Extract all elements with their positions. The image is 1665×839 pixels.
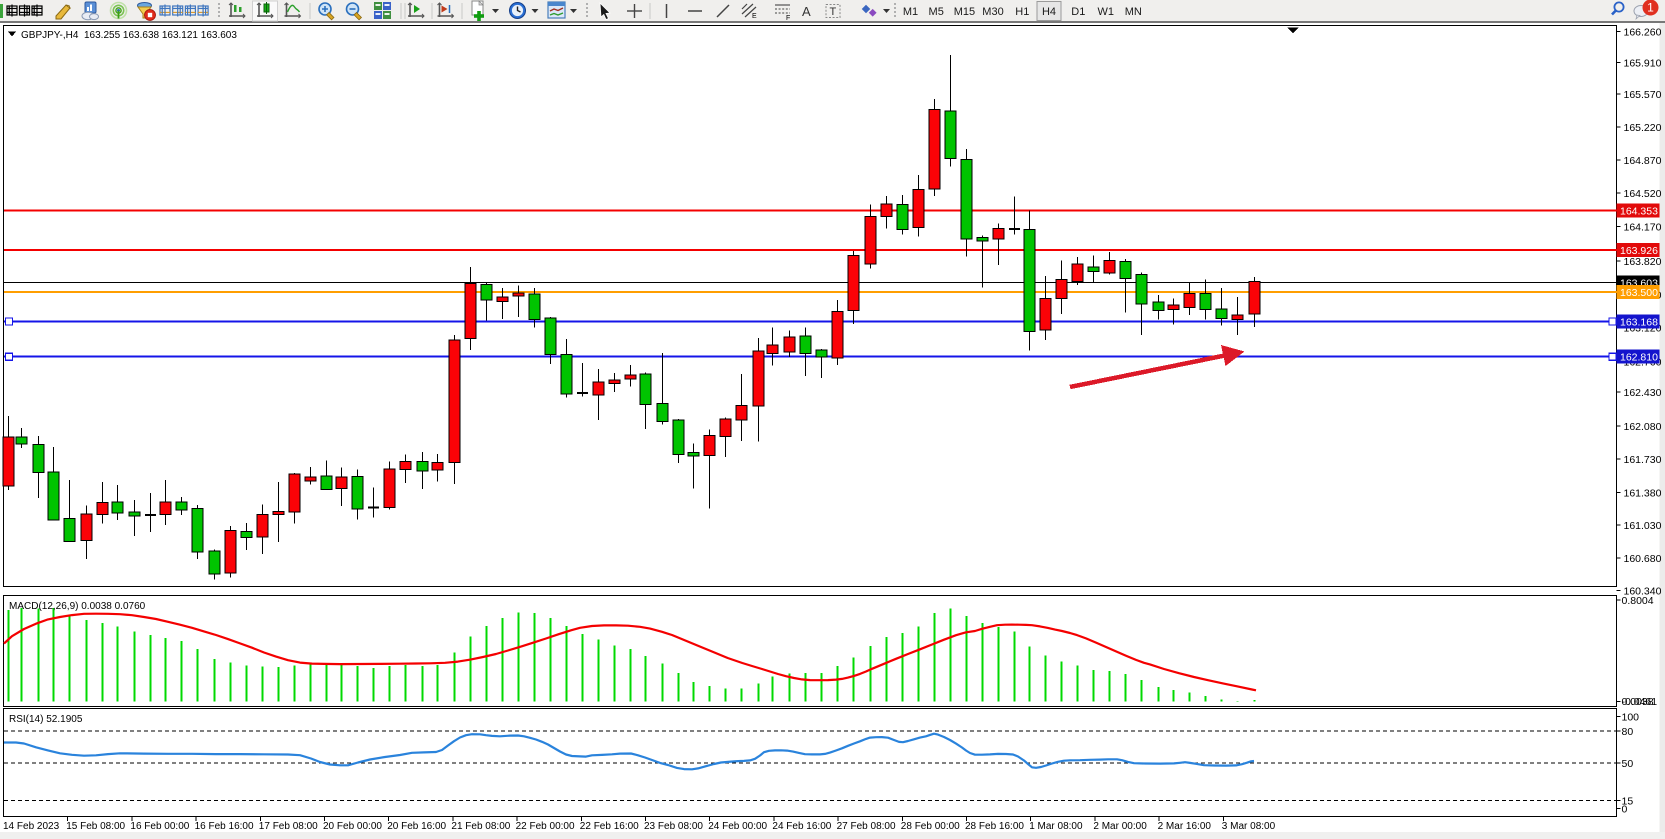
svg-text:16 Feb 16:00: 16 Feb 16:00 xyxy=(195,821,254,832)
svg-text:17 Feb 08:00: 17 Feb 08:00 xyxy=(259,821,318,832)
svg-text:165.570: 165.570 xyxy=(1624,89,1662,101)
svg-text:T: T xyxy=(830,6,837,18)
svg-text:20 Feb 00:00: 20 Feb 00:00 xyxy=(323,821,382,832)
svg-text:1 Mar 08:00: 1 Mar 08:00 xyxy=(1029,821,1083,832)
svg-text:21 Feb 08:00: 21 Feb 08:00 xyxy=(451,821,510,832)
svg-text:F: F xyxy=(786,15,790,22)
svg-text:28 Feb 00:00: 28 Feb 00:00 xyxy=(901,821,960,832)
svg-text:164.353: 164.353 xyxy=(1620,206,1658,218)
svg-text:2 Mar 00:00: 2 Mar 00:00 xyxy=(1093,821,1147,832)
svg-text:15 Feb 08:00: 15 Feb 08:00 xyxy=(66,821,125,832)
svg-text:RSI(14) 52.1905: RSI(14) 52.1905 xyxy=(9,714,83,725)
svg-text:164.870: 164.870 xyxy=(1624,155,1662,167)
svg-text:E: E xyxy=(752,13,757,20)
svg-text:80: 80 xyxy=(1622,726,1634,738)
svg-text:162.080: 162.080 xyxy=(1624,421,1662,433)
svg-text:A: A xyxy=(802,4,811,19)
svg-text:22 Feb 00:00: 22 Feb 00:00 xyxy=(516,821,575,832)
svg-text:161.730: 161.730 xyxy=(1624,454,1662,466)
svg-text:24 Feb 16:00: 24 Feb 16:00 xyxy=(772,821,831,832)
svg-text:162.810: 162.810 xyxy=(1620,352,1658,364)
svg-text:0.0038: 0.0038 xyxy=(1622,696,1654,708)
svg-text:166.260: 166.260 xyxy=(1624,26,1662,38)
svg-text:H4: H4 xyxy=(1042,6,1056,18)
svg-text:164.520: 164.520 xyxy=(1624,188,1662,200)
svg-text:161.030: 161.030 xyxy=(1624,520,1662,532)
svg-text:-0.0461: -0.0461 xyxy=(1622,696,1658,708)
svg-text:163.820: 163.820 xyxy=(1624,256,1662,268)
svg-text:1: 1 xyxy=(1647,1,1654,15)
svg-text:100: 100 xyxy=(1622,712,1640,724)
svg-text:163.926: 163.926 xyxy=(1620,245,1658,257)
svg-text:27 Feb 08:00: 27 Feb 08:00 xyxy=(837,821,896,832)
svg-text:23 Feb 08:00: 23 Feb 08:00 xyxy=(644,821,703,832)
svg-text:165.910: 165.910 xyxy=(1624,58,1662,70)
svg-text:160.680: 160.680 xyxy=(1624,553,1662,565)
svg-text:D1: D1 xyxy=(1071,6,1085,18)
svg-text:3 Mar 08:00: 3 Mar 08:00 xyxy=(1222,821,1276,832)
svg-text:28 Feb 16:00: 28 Feb 16:00 xyxy=(965,821,1024,832)
svg-text:165.220: 165.220 xyxy=(1624,122,1662,134)
svg-text:16 Feb 00:00: 16 Feb 00:00 xyxy=(130,821,189,832)
svg-text:W1: W1 xyxy=(1098,6,1115,18)
svg-text:164.170: 164.170 xyxy=(1624,221,1662,233)
svg-text:0: 0 xyxy=(1622,804,1628,816)
svg-text:162.430: 162.430 xyxy=(1624,387,1662,399)
svg-text:160.340: 160.340 xyxy=(1624,585,1662,597)
svg-text:20 Feb 16:00: 20 Feb 16:00 xyxy=(387,821,446,832)
svg-text:M15: M15 xyxy=(954,6,975,18)
svg-text:22 Feb 16:00: 22 Feb 16:00 xyxy=(580,821,639,832)
svg-text:163.500: 163.500 xyxy=(1620,287,1658,299)
svg-text:2 Mar 16:00: 2 Mar 16:00 xyxy=(1158,821,1212,832)
svg-text:M5: M5 xyxy=(929,6,944,18)
svg-text:M1: M1 xyxy=(903,6,918,18)
svg-text:MN: MN xyxy=(1125,6,1142,18)
svg-text:H1: H1 xyxy=(1015,6,1029,18)
svg-text:M30: M30 xyxy=(982,6,1003,18)
svg-text:14 Feb 2023: 14 Feb 2023 xyxy=(3,821,60,832)
svg-text:50: 50 xyxy=(1622,758,1634,770)
svg-text:24 Feb 00:00: 24 Feb 00:00 xyxy=(708,821,767,832)
svg-text:MACD(12,26,9) 0.0038 0.0760: MACD(12,26,9) 0.0038 0.0760 xyxy=(9,601,146,612)
svg-text:15: 15 xyxy=(1622,796,1634,808)
svg-text:GBPJPY-,H4 163.255 163.638 16: GBPJPY-,H4 163.255 163.638 163.121 163.6… xyxy=(21,30,237,41)
svg-text:161.380: 161.380 xyxy=(1624,487,1662,499)
svg-text:0.8004: 0.8004 xyxy=(1622,595,1654,607)
svg-text:163.168: 163.168 xyxy=(1620,317,1658,329)
